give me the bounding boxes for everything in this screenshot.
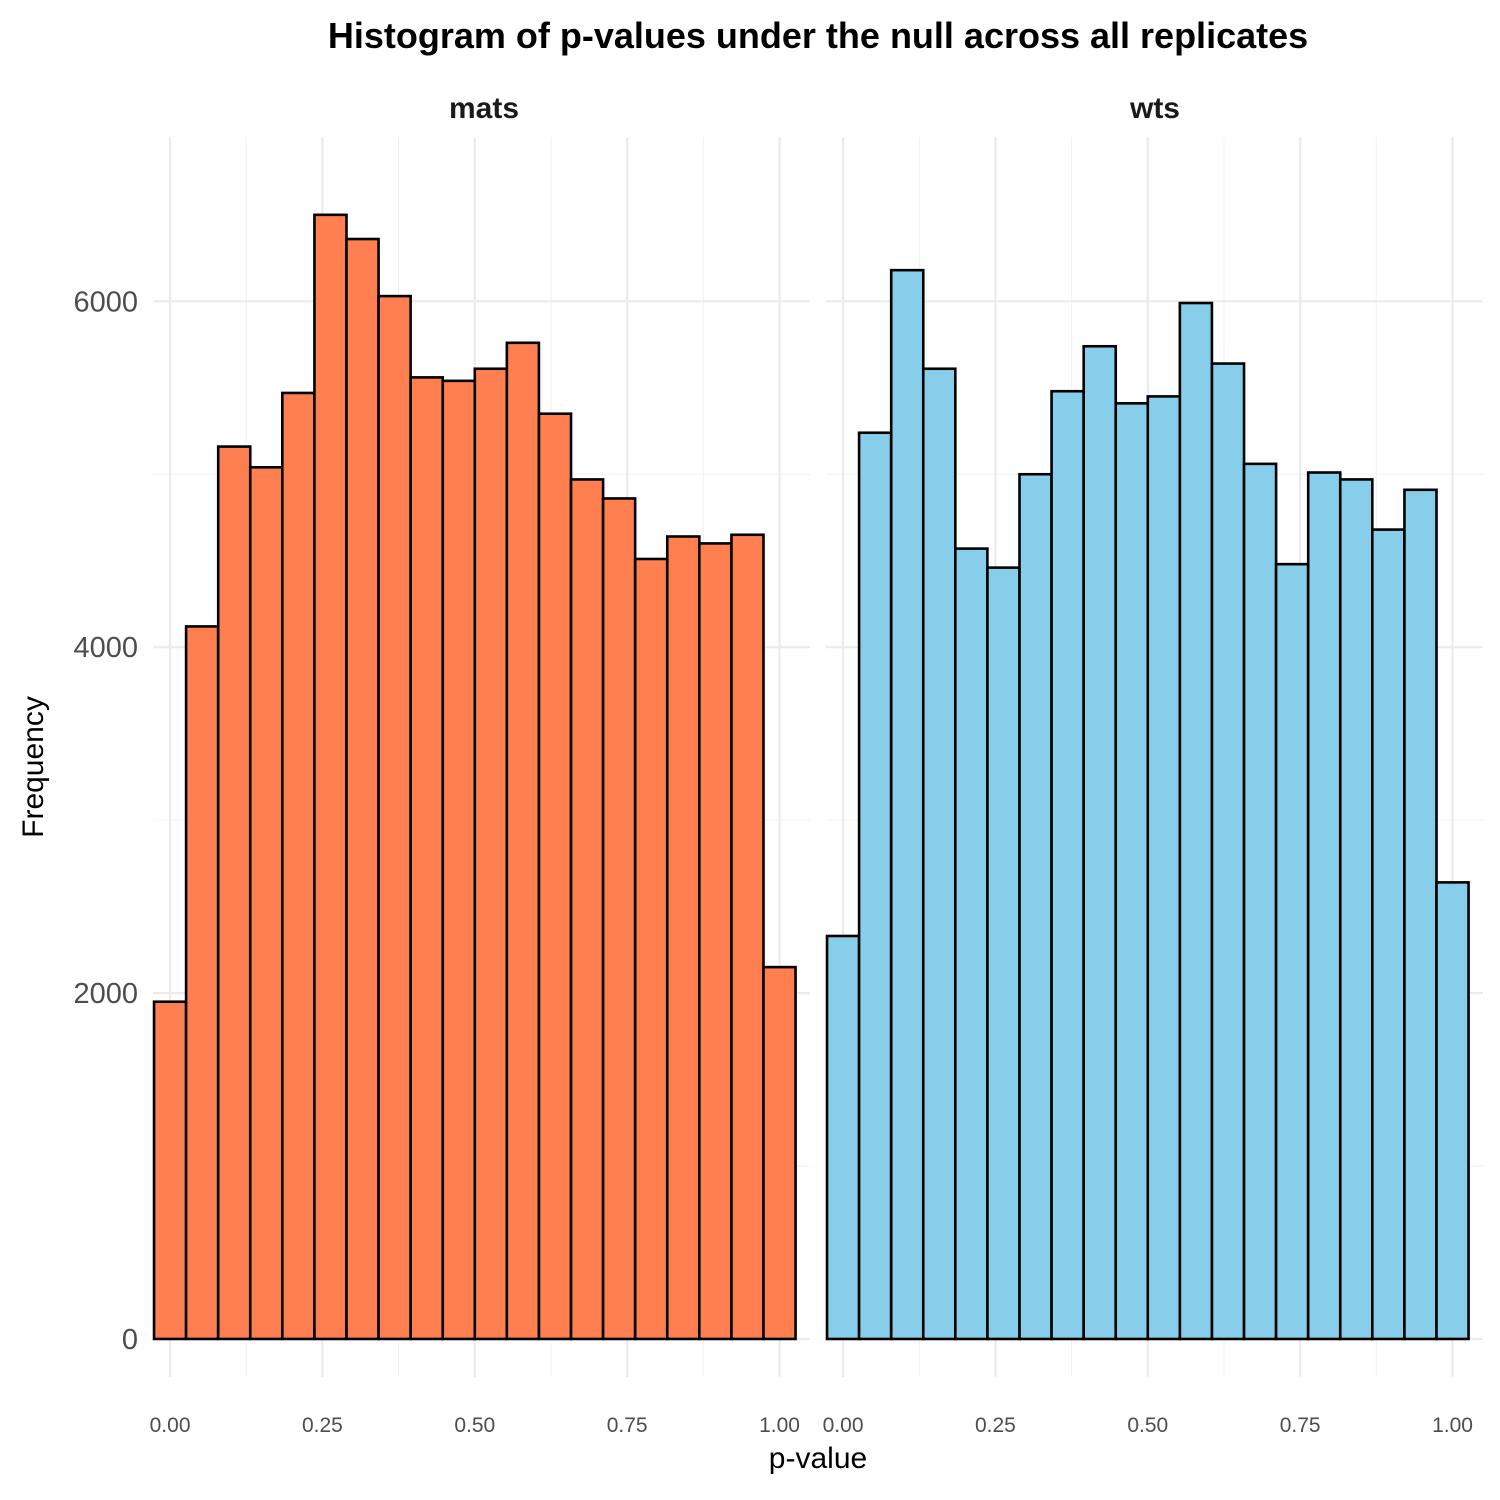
histogram-bar (1146, 395, 1182, 1341)
y-tick-label: 6000 (73, 286, 138, 318)
x-tick-label: 0.50 (1127, 1414, 1168, 1437)
x-tick-label: 0.00 (823, 1414, 864, 1437)
x-tick-label: 0.75 (1280, 1414, 1321, 1437)
histogram-bar (1210, 362, 1246, 1341)
histogram-bar (698, 542, 733, 1341)
x-axis-title: p-value (769, 1442, 867, 1475)
histogram-bar (152, 1000, 188, 1341)
histogram-bar (665, 535, 701, 1341)
facet-strip-label: wts (1129, 92, 1180, 125)
histogram-bar (1082, 344, 1118, 1341)
histogram-bar (1371, 528, 1406, 1341)
histogram-bar (505, 341, 541, 1341)
histogram-bar (825, 934, 861, 1341)
y-axis-title: Frequency (17, 696, 50, 838)
histogram-bar (1274, 562, 1310, 1341)
x-tick-label: 0.75 (607, 1414, 648, 1437)
histogram-bar (1018, 472, 1053, 1341)
panel-wts: wts 0.00 0.25 0.50 0.75 1.00 (823, 92, 1483, 1437)
histogram-bar (377, 294, 412, 1341)
histogram-bar (986, 566, 1021, 1341)
histogram-bar (633, 557, 669, 1341)
histogram-bar (921, 367, 957, 1341)
histogram-bar (473, 367, 509, 1341)
y-tick-label: 4000 (73, 632, 138, 664)
histogram-bar (1435, 881, 1470, 1341)
histogram-bar (281, 391, 316, 1341)
x-tick-label: 1.00 (759, 1414, 800, 1437)
histogram-bar (313, 213, 348, 1341)
histogram-bar (1178, 301, 1214, 1341)
histogram-bar (345, 237, 380, 1341)
y-tick-label: 2000 (73, 978, 138, 1010)
panel-mats: mats 0.00 0.25 0.50 0.75 1.00 (150, 92, 810, 1437)
x-tick-label: 0.50 (454, 1414, 495, 1437)
histogram-bar (730, 533, 765, 1341)
histogram-bar (409, 376, 445, 1341)
histogram-bar (184, 625, 220, 1341)
y-tick-label: 0 (122, 1324, 138, 1356)
facet-strip-label: mats (449, 92, 519, 125)
x-tick-label: 0.00 (150, 1414, 191, 1437)
histogram-bar (601, 497, 637, 1341)
chart-title: Histogram of p-values under the null acr… (328, 15, 1308, 56)
histogram-bar (889, 268, 925, 1341)
histogram-bar (857, 431, 893, 1341)
histogram-bar (954, 547, 989, 1341)
histogram-bar (248, 466, 284, 1341)
histogram-bar (1242, 462, 1278, 1341)
histogram-bar (1403, 488, 1438, 1341)
histogram-bar (762, 965, 797, 1341)
histogram-bar (216, 445, 252, 1341)
histogram-bar (569, 478, 605, 1341)
histogram-bar (1306, 471, 1342, 1341)
x-tick-label: 1.00 (1432, 1414, 1473, 1437)
x-tick-label: 0.25 (975, 1414, 1016, 1437)
histogram-bar (1050, 389, 1085, 1341)
histogram-bar (1114, 402, 1150, 1341)
histogram-bar (1338, 478, 1374, 1341)
histogram-bar (441, 379, 477, 1341)
x-tick-label: 0.25 (302, 1414, 343, 1437)
histogram-bar (537, 412, 573, 1341)
